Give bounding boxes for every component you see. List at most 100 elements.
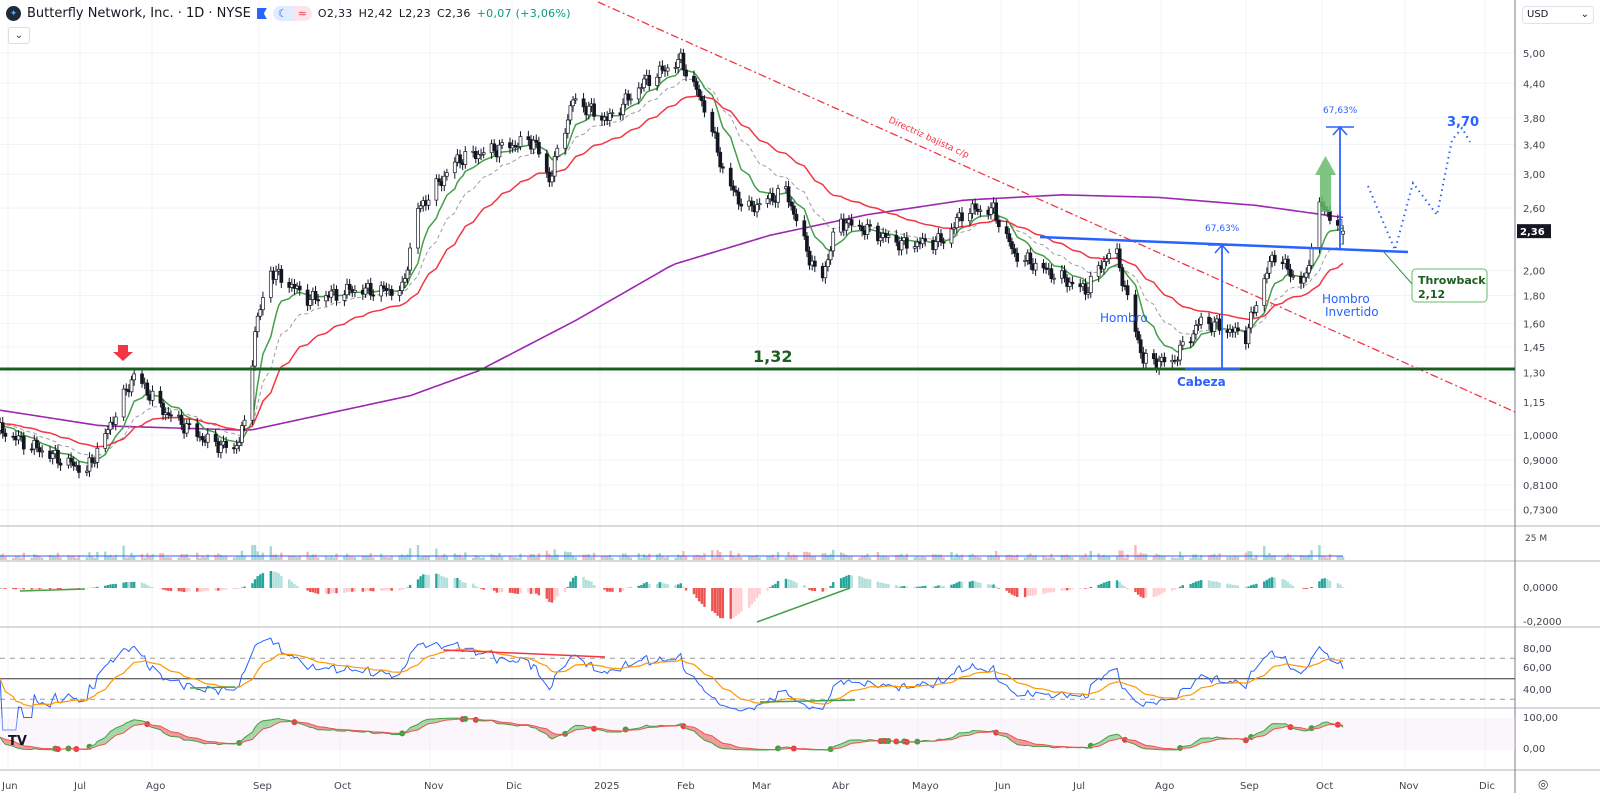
volume-bar: [38, 556, 41, 560]
candle-body: [389, 289, 394, 296]
candle-body: [316, 299, 320, 302]
candle-body: [1125, 285, 1130, 296]
volume-bar: [1310, 550, 1313, 560]
candle-body: [1062, 270, 1067, 279]
macd-histogram-bar: [592, 584, 596, 588]
volume-bar: [458, 554, 462, 560]
session-pill[interactable]: ☾ ≈: [272, 6, 312, 21]
macd-histogram-bar: [758, 588, 761, 595]
price-axis-label: 0,8100: [1523, 481, 1558, 492]
volume-bar: [1326, 557, 1329, 560]
volume-bar: [1286, 553, 1290, 560]
eye-icon[interactable]: ◎: [1538, 777, 1549, 791]
macd-histogram-bar: [493, 588, 496, 591]
candle-body: [573, 98, 578, 101]
macd-histogram-bar: [976, 582, 979, 588]
volume-bar: [1005, 555, 1008, 560]
candle-body: [195, 423, 200, 437]
candle-body: [878, 237, 883, 242]
volume-bar: [535, 557, 538, 560]
macd-histogram-bar: [1194, 581, 1198, 588]
volume-bar: [755, 554, 759, 560]
oscillator-fill: [1017, 739, 1026, 746]
macd-histogram-bar: [550, 588, 554, 603]
macd-histogram-bar: [93, 587, 96, 588]
macd-histogram-bar: [201, 588, 204, 592]
volume-bar: [114, 554, 117, 560]
macd-histogram-bar: [1228, 584, 1232, 588]
candle-body: [1341, 230, 1345, 235]
volume-bar: [219, 554, 223, 560]
oscillator-fill: [270, 719, 274, 727]
candle-body: [0, 422, 5, 434]
macd-histogram-bar: [161, 588, 165, 590]
volume-bar: [916, 556, 919, 560]
currency-select[interactable]: USD ⌄: [1522, 6, 1594, 24]
candle-body: [234, 445, 239, 450]
volume-bar: [125, 557, 128, 560]
candle-body: [16, 435, 21, 441]
flag-icon[interactable]: [256, 8, 267, 19]
volume-bar: [863, 556, 866, 560]
macd-histogram-bar: [401, 588, 404, 590]
macd-histogram-bar: [316, 588, 320, 594]
candle-body: [397, 290, 402, 296]
volume-bar: [747, 555, 751, 560]
macd-histogram-bar: [385, 588, 388, 591]
candle-body: [526, 136, 531, 140]
symbol-title[interactable]: Butterfly Network, Inc. · 1D · NYSE: [27, 6, 251, 21]
volume-bar: [1068, 556, 1071, 560]
candle-body: [757, 203, 762, 206]
volume-bar: [1226, 557, 1229, 560]
volume-bar: [771, 554, 774, 560]
volume-bar: [1118, 550, 1121, 560]
macd-histogram-bar: [1247, 586, 1250, 588]
candle-body: [342, 294, 347, 301]
candle-body: [912, 246, 917, 249]
candle-body: [1249, 311, 1253, 329]
macd-histogram-bar: [637, 585, 640, 588]
head-label: Cabeza: [1177, 375, 1226, 389]
candle-body: [989, 207, 993, 215]
volume-bar: [427, 555, 430, 560]
volume-bar: [67, 555, 70, 560]
volume-bar: [382, 556, 386, 560]
macd-histogram-bar: [1318, 581, 1321, 588]
macd-histogram-bar: [261, 573, 265, 588]
candle-body: [400, 281, 405, 291]
volume-bar: [332, 557, 336, 560]
throwback-pointer: [1382, 250, 1414, 286]
volume-bar: [309, 555, 312, 560]
macd-histogram-bar: [642, 583, 646, 588]
volume-bar: [232, 557, 236, 560]
volume-bar: [109, 554, 112, 560]
volume-bar: [792, 554, 796, 560]
volume-bar: [508, 555, 512, 560]
symbol-header: ✦ Butterfly Network, Inc. · 1D · NYSE ☾ ≈…: [6, 6, 571, 21]
macd-histogram-bar: [206, 588, 209, 591]
candle-body: [868, 224, 872, 227]
volume-bar: [574, 557, 577, 560]
candle-body: [694, 81, 699, 90]
time-axis-label: Jul: [73, 781, 86, 792]
candle-body: [563, 132, 568, 149]
volume-bar: [1100, 556, 1103, 560]
volume-bar: [1008, 554, 1011, 560]
macd-histogram-bar: [146, 584, 149, 588]
macd-histogram-bar: [224, 588, 228, 590]
volume-bar: [19, 557, 23, 560]
macd-histogram-bar: [879, 582, 882, 588]
candle-body: [807, 250, 812, 266]
candle-body: [1096, 265, 1101, 277]
candle-body: [1309, 247, 1314, 266]
candle-body: [802, 220, 807, 237]
candle-body: [626, 93, 631, 101]
volume-bar: [1163, 556, 1166, 560]
macd-histogram-bar: [556, 588, 559, 597]
candle-body: [736, 191, 741, 205]
macd-histogram-bar: [697, 588, 701, 602]
volume-bar: [198, 557, 202, 560]
macd-histogram-bar: [866, 578, 869, 588]
collapse-button[interactable]: ⌄: [8, 27, 30, 44]
